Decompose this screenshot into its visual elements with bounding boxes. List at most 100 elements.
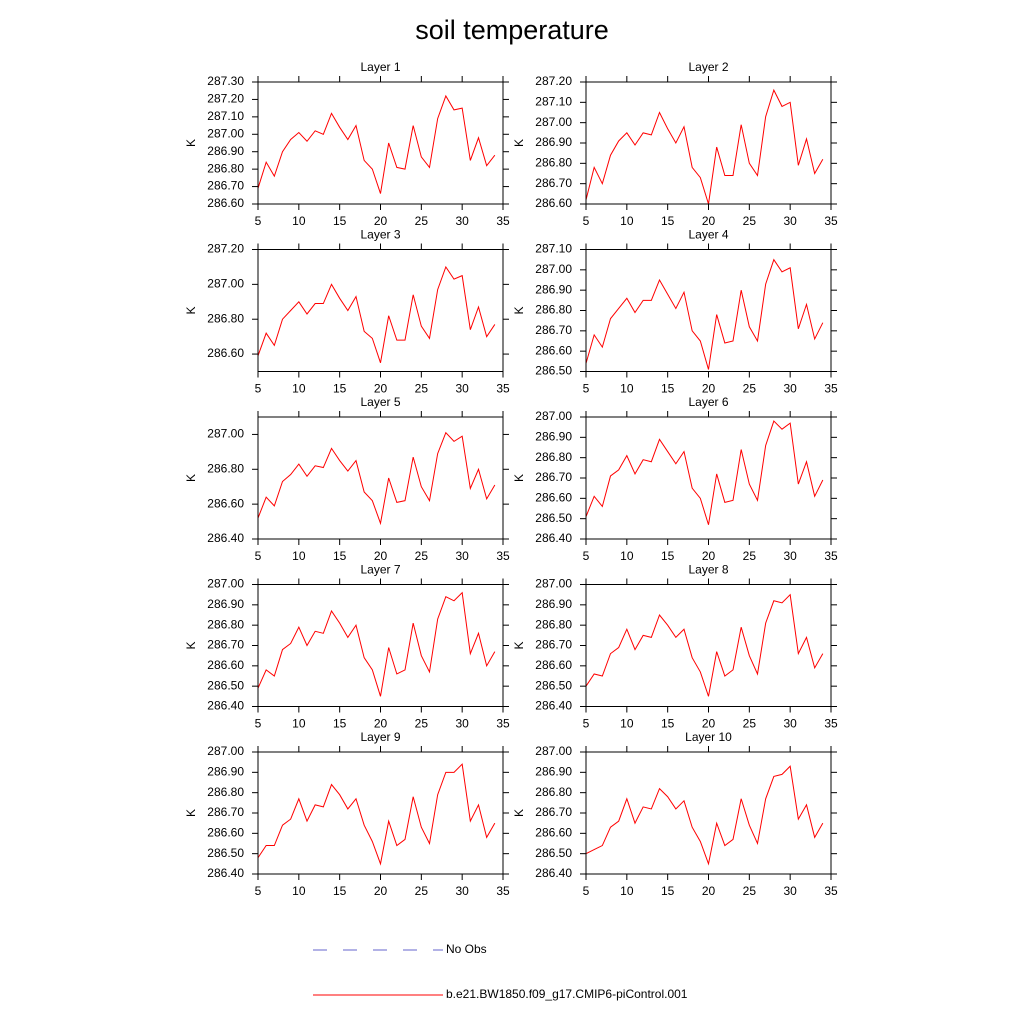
x-tick-label: 30 <box>455 382 469 396</box>
x-tick-label: 20 <box>702 717 716 731</box>
x-tick-label: 25 <box>415 214 429 228</box>
y-tick-label: 286.90 <box>207 144 244 158</box>
y-tick-label: 286.60 <box>207 826 244 840</box>
y-axis-label: K <box>512 641 526 649</box>
plot-frame <box>257 416 504 540</box>
y-tick-label: 286.50 <box>207 678 244 692</box>
x-tick-label: 5 <box>255 382 262 396</box>
x-tick-label: 15 <box>661 549 675 563</box>
x-tick-label: 35 <box>824 214 838 228</box>
x-tick-label: 30 <box>783 214 797 228</box>
x-tick-label: 30 <box>783 884 797 898</box>
data-line <box>585 765 824 866</box>
y-tick-label: 287.00 <box>207 126 244 140</box>
x-tick-label: 5 <box>583 884 590 898</box>
x-tick-label: 20 <box>702 884 716 898</box>
y-tick-label: 287.20 <box>207 242 244 256</box>
x-tick-label: 20 <box>374 214 388 228</box>
y-tick-label: 286.60 <box>535 196 572 210</box>
panel-title: Layer 1 <box>360 60 400 74</box>
y-tick-label: 286.80 <box>207 161 244 175</box>
y-tick-label: 286.80 <box>535 303 572 317</box>
data-line <box>257 94 496 194</box>
x-tick-label: 20 <box>374 382 388 396</box>
x-tick-label: 20 <box>374 549 388 563</box>
y-tick-label: 286.60 <box>535 491 572 505</box>
y-tick-label: 286.80 <box>535 450 572 464</box>
y-tick-label: 286.80 <box>207 617 244 631</box>
x-tick-label: 10 <box>292 549 306 563</box>
y-tick-label: 287.10 <box>207 109 244 123</box>
y-tick-label: 287.00 <box>207 427 244 441</box>
y-axis-label: K <box>512 474 526 482</box>
y-tick-label: 286.50 <box>535 846 572 860</box>
data-line <box>257 763 496 866</box>
plot-frame <box>585 249 832 372</box>
plot-frame <box>585 81 832 205</box>
y-tick-label: 286.70 <box>535 805 572 819</box>
x-tick-label: 25 <box>415 549 429 563</box>
x-tick-label: 10 <box>292 214 306 228</box>
x-tick-label: 30 <box>783 717 797 731</box>
y-tick-label: 286.50 <box>207 846 244 860</box>
y-tick-label: 286.70 <box>207 638 244 652</box>
y-axis-label: K <box>512 306 526 314</box>
y-tick-label: 287.00 <box>535 409 572 423</box>
y-tick-label: 286.60 <box>207 496 244 510</box>
y-tick-label: 286.40 <box>535 531 572 545</box>
x-tick-label: 30 <box>455 549 469 563</box>
x-tick-label: 35 <box>824 884 838 898</box>
y-axis-label: K <box>184 474 198 482</box>
x-tick-label: 35 <box>824 717 838 731</box>
y-tick-label: 287.20 <box>207 92 244 106</box>
y-tick-label: 286.90 <box>207 765 244 779</box>
data-line <box>585 420 824 525</box>
x-tick-label: 20 <box>702 382 716 396</box>
data-line <box>585 593 824 697</box>
y-tick-label: 286.80 <box>207 461 244 475</box>
y-tick-label: 287.00 <box>535 744 572 758</box>
x-tick-label: 30 <box>455 884 469 898</box>
panel-title: Layer 6 <box>688 395 728 409</box>
y-tick-label: 287.20 <box>535 74 572 88</box>
x-tick-label: 20 <box>702 214 716 228</box>
y-tick-label: 286.90 <box>535 765 572 779</box>
x-tick-label: 35 <box>496 214 510 228</box>
y-tick-label: 286.80 <box>207 785 244 799</box>
y-tick-label: 286.40 <box>207 531 244 545</box>
plot-frame <box>585 584 832 707</box>
x-tick-label: 10 <box>292 717 306 731</box>
plot-frame <box>257 584 504 707</box>
x-tick-label: 15 <box>661 717 675 731</box>
y-tick-label: 286.90 <box>535 282 572 296</box>
y-tick-label: 286.80 <box>535 617 572 631</box>
panel-title: Layer 3 <box>360 228 400 242</box>
x-tick-label: 25 <box>415 884 429 898</box>
x-tick-label: 30 <box>455 717 469 731</box>
y-tick-label: 286.90 <box>535 135 572 149</box>
x-tick-label: 10 <box>620 549 634 563</box>
x-tick-label: 35 <box>824 549 838 563</box>
y-tick-label: 286.60 <box>535 826 572 840</box>
y-tick-label: 286.50 <box>535 678 572 692</box>
y-tick-label: 286.90 <box>207 597 244 611</box>
y-tick-label: 286.40 <box>207 699 244 713</box>
x-tick-label: 5 <box>255 214 262 228</box>
x-tick-label: 15 <box>333 717 347 731</box>
x-tick-label: 15 <box>661 884 675 898</box>
y-tick-label: 286.80 <box>207 311 244 325</box>
data-line <box>257 265 496 363</box>
x-tick-label: 25 <box>743 549 757 563</box>
y-tick-label: 286.70 <box>535 176 572 190</box>
y-tick-label: 286.60 <box>535 658 572 672</box>
x-tick-label: 15 <box>661 214 675 228</box>
y-tick-label: 287.00 <box>207 577 244 591</box>
y-tick-label: 287.00 <box>207 277 244 291</box>
x-tick-label: 10 <box>620 717 634 731</box>
x-tick-label: 35 <box>496 382 510 396</box>
y-tick-label: 287.00 <box>207 744 244 758</box>
x-tick-label: 25 <box>743 214 757 228</box>
x-tick-label: 35 <box>824 382 838 396</box>
